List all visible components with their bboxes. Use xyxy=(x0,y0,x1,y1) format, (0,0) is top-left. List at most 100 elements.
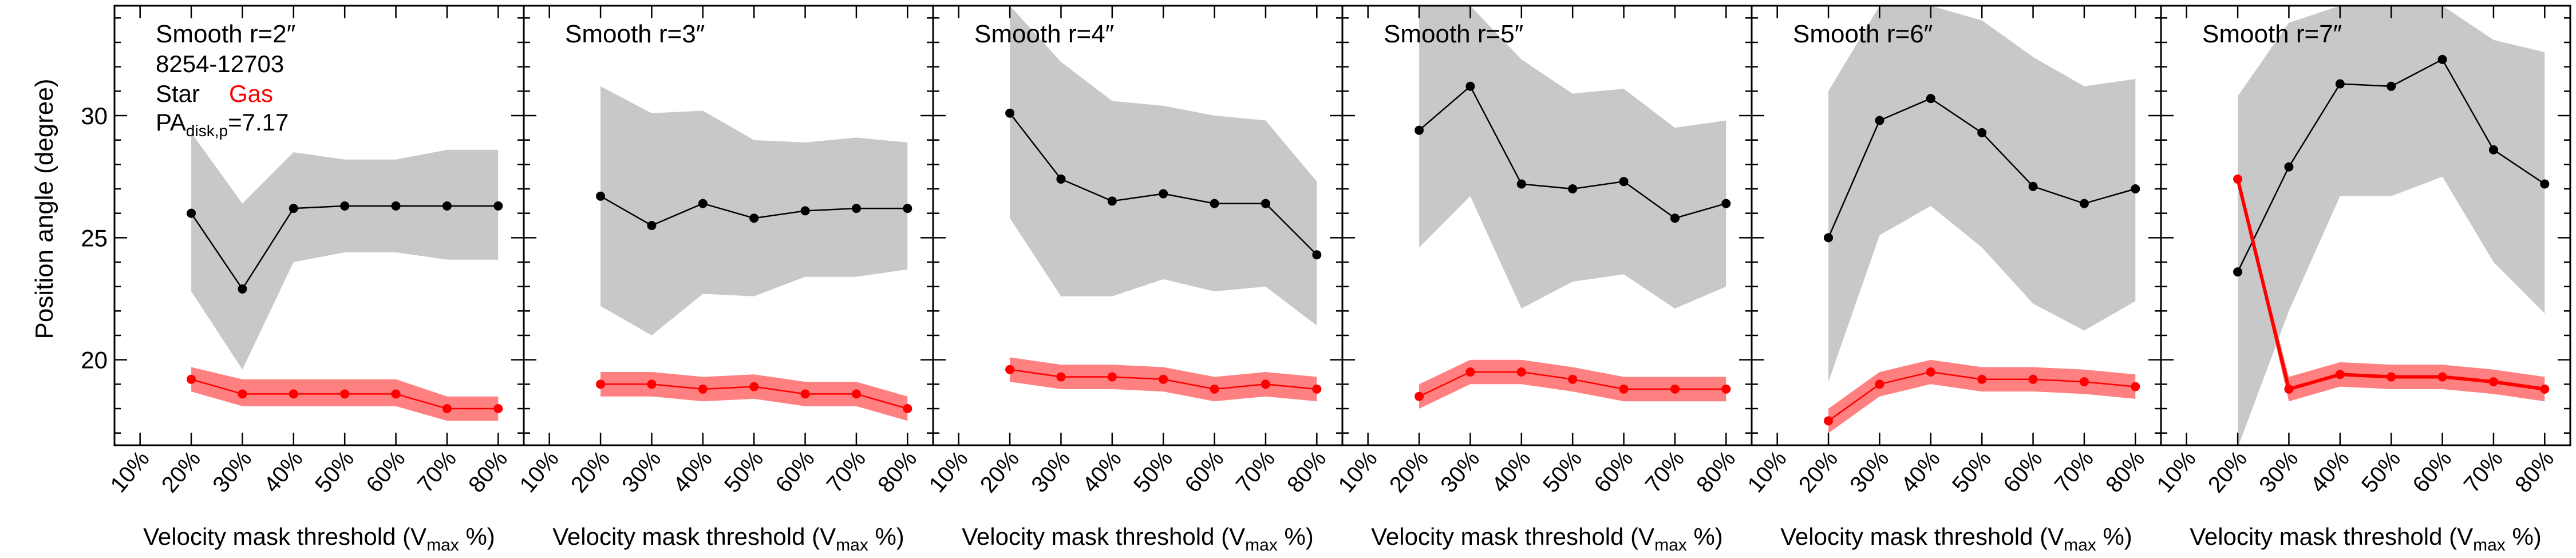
gas-point xyxy=(2387,372,2396,382)
star-band xyxy=(2238,6,2545,445)
star-point xyxy=(1312,250,1322,260)
pa-disk-label: PAdisk,p=7.17 xyxy=(156,109,289,140)
gas-point xyxy=(442,404,452,413)
x-tick-label: 80% xyxy=(1282,446,1331,498)
star-point xyxy=(1107,196,1117,206)
x-tick-label: 10% xyxy=(1743,446,1791,498)
panel-title: Smooth r=6″ xyxy=(1793,20,1933,48)
star-point xyxy=(800,206,810,216)
plot-area xyxy=(187,132,503,421)
x-tick-label: 40% xyxy=(259,446,308,498)
x-axis-label-suffix: %) xyxy=(2096,523,2132,550)
panel-6: 10% 20% 30% 40% 50% 60% 70% 80% Velocity mask th… xyxy=(2152,5,2571,555)
star-point xyxy=(1415,125,1424,135)
panel-5: 10% 20% 30% 40% 50% 60% 70% 80% Velocity mask th… xyxy=(1743,5,2162,555)
x-tick-label: 10% xyxy=(105,446,154,498)
gas-point xyxy=(1875,379,1884,389)
star-point xyxy=(1875,116,1884,125)
x-tick-label: 60% xyxy=(1180,446,1228,498)
star-point xyxy=(903,204,912,213)
plot-area xyxy=(596,86,912,421)
x-axis-label-sub: max xyxy=(1654,536,1687,555)
gas-point xyxy=(1516,367,1526,377)
x-tick-label: 80% xyxy=(873,446,922,498)
x-tick-label: 70% xyxy=(2459,446,2508,498)
x-axis-label: Velocity mask threshold (Vmax %) xyxy=(552,523,904,555)
star-point xyxy=(1056,174,1066,184)
star-point xyxy=(2488,145,2498,155)
star-point xyxy=(2079,199,2089,208)
x-tick-label: 80% xyxy=(464,446,512,498)
star-point xyxy=(1159,189,1168,199)
gas-point xyxy=(1465,367,1475,377)
panel-3: 10% 20% 30% 40% 50% 60% 70% 80% Velocity mask th… xyxy=(924,5,1344,555)
y-tick-label: 25 xyxy=(81,224,108,251)
legend-gas-label: Gas xyxy=(229,80,273,107)
gas-point xyxy=(1056,372,1066,382)
x-tick-label: 70% xyxy=(1231,446,1280,498)
panel-title: Smooth r=7″ xyxy=(2202,20,2342,48)
gas-point xyxy=(1005,365,1015,374)
x-axis-label-suffix: %) xyxy=(1278,523,1314,550)
panel-4: 10% 20% 30% 40% 50% 60% 70% 80% Velocity mask th… xyxy=(1333,5,1753,555)
star-point xyxy=(2284,162,2294,172)
panel-title: Smooth r=2″ xyxy=(156,20,295,48)
star-point xyxy=(1619,177,1629,187)
gas-point xyxy=(1670,384,1680,394)
x-tick-label: 50% xyxy=(1947,446,1996,498)
x-tick-label: 70% xyxy=(1641,446,1689,498)
x-tick-label: 60% xyxy=(361,446,410,498)
x-axis-label-suffix: %) xyxy=(868,523,904,550)
star-point xyxy=(340,201,350,211)
panel-2: 10% 20% 30% 40% 50% 60% 70% 80% Velocity mask th… xyxy=(515,5,934,555)
star-point xyxy=(2028,181,2038,191)
star-band xyxy=(1419,6,1726,309)
x-axis-label-suffix: %) xyxy=(2506,523,2542,550)
gas-band xyxy=(1419,359,1726,409)
star-point xyxy=(1210,199,1219,208)
x-tick-label: 30% xyxy=(2254,446,2303,498)
x-tick-label: 50% xyxy=(1129,446,1178,498)
plot-area xyxy=(1415,6,1731,409)
x-tick-label: 60% xyxy=(1589,446,1638,498)
gas-point xyxy=(340,389,350,399)
legend-star-label: Star xyxy=(156,80,200,107)
star-point xyxy=(2387,81,2396,91)
gas-point xyxy=(1977,374,1987,384)
gas-point xyxy=(1568,374,1578,384)
x-tick-label: 30% xyxy=(208,446,256,498)
gas-point xyxy=(2335,370,2345,379)
gas-point xyxy=(800,389,810,399)
x-tick-label: 30% xyxy=(617,446,666,498)
star-point xyxy=(596,191,606,201)
x-tick-label: 70% xyxy=(413,446,461,498)
panel-title: Smooth r=4″ xyxy=(974,20,1114,48)
y-axis-label: Position angle (degree) xyxy=(30,79,58,339)
gas-point xyxy=(2233,174,2243,184)
x-tick-label: 10% xyxy=(1333,446,1382,498)
panel-title: Smooth r=5″ xyxy=(1384,20,1523,48)
y-tick-label: 20 xyxy=(81,347,108,374)
gas-point xyxy=(1415,391,1424,401)
gas-point xyxy=(698,384,708,394)
gas-point xyxy=(1261,379,1270,389)
star-point xyxy=(1568,184,1578,193)
gas-point xyxy=(238,389,247,399)
star-point xyxy=(851,204,861,213)
x-axis-label: Velocity mask threshold (Vmax %) xyxy=(962,523,1314,555)
plot-area xyxy=(2233,6,2550,445)
x-tick-label: 20% xyxy=(2203,446,2252,498)
gas-point xyxy=(903,404,912,413)
x-tick-label: 10% xyxy=(924,446,973,498)
star-point xyxy=(391,201,401,211)
gas-point xyxy=(1107,372,1117,382)
x-axis-label: Velocity mask threshold (Vmax %) xyxy=(2190,523,2542,555)
x-axis-label-sub: max xyxy=(426,536,459,555)
star-point xyxy=(1824,233,1834,243)
gas-point xyxy=(391,389,401,399)
gas-point xyxy=(1159,374,1168,384)
x-tick-label: 40% xyxy=(1487,446,1536,498)
x-axis-label-sub: max xyxy=(836,536,868,555)
x-tick-label: 50% xyxy=(720,446,768,498)
